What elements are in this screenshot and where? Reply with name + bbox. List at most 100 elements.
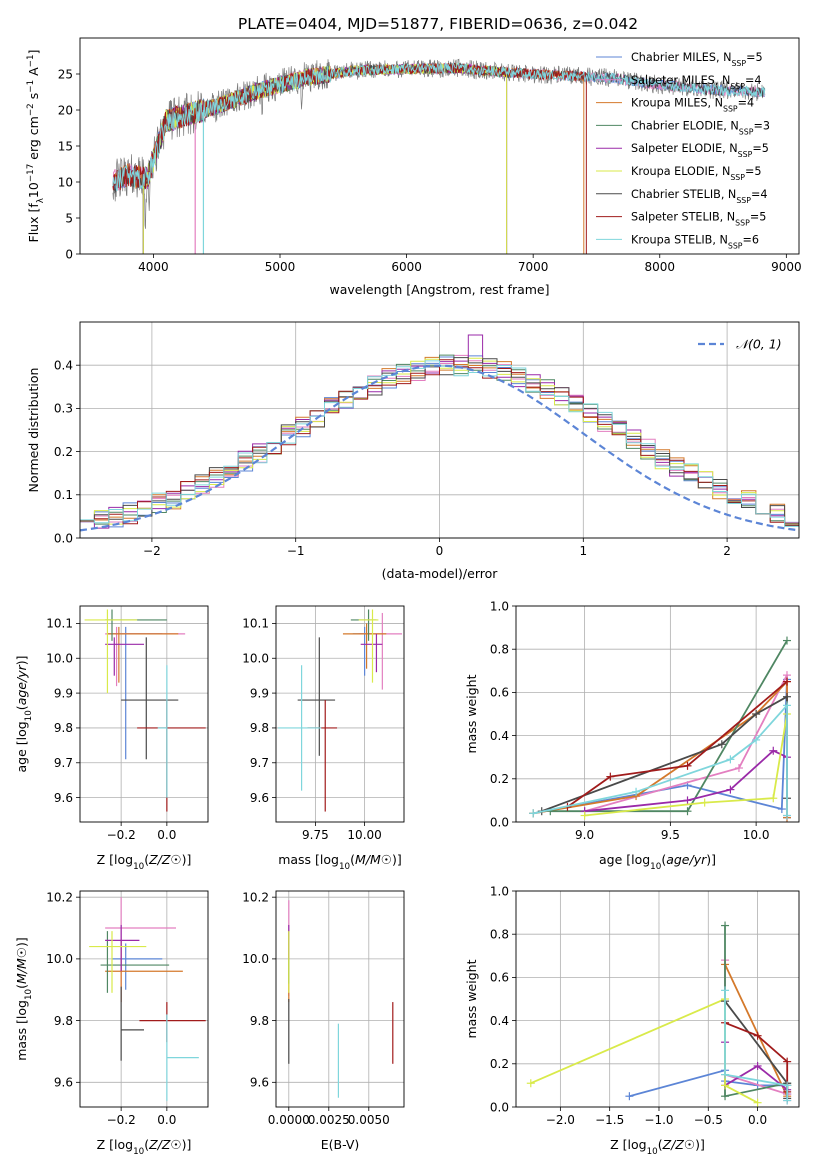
axes-spectrum: 4000 5000 6000 7000 8000 9000 0 5 10 15 20 25 Chabri… bbox=[26, 37, 802, 297]
histogram-7 bbox=[80, 359, 799, 527]
axes-residuals: −2 −1 0 1 2 0.0 0.1 0.2 0.3 0.4 𝒩(0, 1) (data-model… bbox=[26, 321, 800, 581]
y-tick-label: 0.2 bbox=[54, 445, 73, 459]
y-tick-label: 9.6 bbox=[250, 1076, 269, 1090]
axis-label: age [log10(age/yr)] bbox=[14, 655, 34, 772]
axes-mass_vs_Z: −0.2 0.0 9.6 9.8 10.0 10.2 Z [log10(Z/Z☉)] mass… bbox=[14, 890, 209, 1157]
legend-label-3: Chabrier ELODIE, NSSP=3 bbox=[631, 119, 770, 136]
errorbar-4 bbox=[105, 924, 140, 972]
y-tick-label: 10.0 bbox=[242, 952, 269, 966]
legend-label-2: Kroupa MILES, NSSP=4 bbox=[631, 97, 754, 114]
axes-border bbox=[275, 890, 405, 1108]
y-tick-label: 9.8 bbox=[250, 721, 269, 735]
x-tick-label: 0.0 bbox=[157, 1113, 176, 1127]
plot-area-mass_vs_Z bbox=[89, 897, 206, 1101]
errorbar-6 bbox=[121, 637, 179, 760]
x-tick-label: 6000 bbox=[391, 260, 422, 274]
x-tick-label: −0.2 bbox=[107, 1113, 136, 1127]
errorbar-5 bbox=[84, 609, 138, 694]
y-tick-label: 0.8 bbox=[490, 643, 509, 657]
axes-border bbox=[275, 605, 405, 823]
plot-area-spectrum bbox=[112, 58, 766, 254]
x-axis-label: (data-model)/error bbox=[382, 566, 499, 581]
x-tick-label: 0.0025 bbox=[308, 1113, 350, 1127]
errorbar-8 bbox=[157, 665, 168, 798]
y-tick-label: 10.0 bbox=[46, 652, 73, 666]
axes-border bbox=[515, 890, 800, 1108]
y-tick-label: 0.2 bbox=[490, 1057, 509, 1071]
model-spectrum-8 bbox=[112, 61, 766, 191]
axes-border bbox=[79, 890, 209, 1108]
weight-series-6 bbox=[721, 997, 792, 1103]
x-axis-label: wavelength [Angstrom, rest frame] bbox=[329, 282, 549, 297]
plot-area-age_vs_Z bbox=[84, 609, 206, 812]
legend-label-7: Salpeter STELIB, NSSP=5 bbox=[631, 211, 766, 228]
weight-series-5 bbox=[580, 710, 791, 820]
axes-border bbox=[79, 37, 800, 255]
x-tick-label: 10.0 bbox=[743, 828, 770, 842]
y-tick-label: 9.9 bbox=[250, 686, 269, 700]
errorbar-2 bbox=[342, 623, 387, 669]
plot-area-weight_vs_age bbox=[529, 636, 791, 822]
y-axis-label: Normed distribution bbox=[26, 368, 41, 493]
y-tick-label: 0.0 bbox=[490, 815, 509, 829]
y-tick-label: 10.0 bbox=[46, 952, 73, 966]
plot-area-mass_vs_ebv bbox=[288, 900, 394, 1098]
x-tick-label: −1.5 bbox=[595, 1113, 624, 1127]
x-tick-label: 8000 bbox=[644, 260, 675, 274]
errorbar-8 bbox=[166, 1014, 199, 1101]
y-tick-label: 20 bbox=[58, 103, 73, 117]
axis-label: age [log10(age/yr)] bbox=[599, 852, 716, 872]
legend-label-6: Chabrier STELIB, NSSP=4 bbox=[631, 188, 767, 205]
weight-line bbox=[724, 1021, 789, 1092]
y-tick-label: 0.6 bbox=[490, 686, 509, 700]
errorbar-6 bbox=[120, 986, 144, 1061]
errorbar-7 bbox=[307, 700, 338, 812]
axes-border bbox=[515, 605, 800, 823]
x-tick-label: 10.00 bbox=[347, 828, 381, 842]
errorbar-1 bbox=[105, 626, 186, 687]
errorbar-7 bbox=[139, 1002, 206, 1043]
y-axis-label: mass weight bbox=[464, 674, 479, 753]
y-tick-label: 10.0 bbox=[242, 652, 269, 666]
x-tick-label: −0.5 bbox=[694, 1113, 723, 1127]
y-tick-label: 9.8 bbox=[54, 1014, 73, 1028]
errorbar-8 bbox=[277, 665, 322, 791]
y-tick-label: 15 bbox=[58, 139, 73, 153]
legend-label-normal: 𝒩(0, 1) bbox=[736, 337, 782, 352]
plot-area-weight_vs_Z bbox=[526, 921, 792, 1107]
x-tick-label: 0.0 bbox=[748, 1113, 767, 1127]
x-tick-label: 4000 bbox=[138, 260, 169, 274]
legend-label-5: Kroupa ELODIE, NSSP=5 bbox=[631, 165, 761, 182]
weight-line bbox=[530, 997, 759, 1104]
y-tick-label: 10.2 bbox=[46, 890, 73, 904]
y-tick-label: 0 bbox=[65, 247, 73, 261]
axes-age_vs_mass: 9.75 10.00 9.6 9.7 9.8 9.9 10.0 10.1 mass [log10… bbox=[242, 605, 405, 872]
y-tick-label: 9.7 bbox=[250, 756, 269, 770]
y-tick-label: 0.6 bbox=[490, 971, 509, 985]
x-tick-label: 1 bbox=[579, 544, 587, 558]
y-tick-label: 0.4 bbox=[490, 729, 509, 743]
histogram-8 bbox=[80, 360, 799, 527]
plot-area-residuals bbox=[80, 334, 799, 532]
x-tick-label: −1.0 bbox=[644, 1113, 673, 1127]
weight-line bbox=[566, 680, 788, 808]
axes-weight_vs_age: 9.0 9.5 10.0 0.0 0.2 0.4 0.6 0.8 1.0 mass weight a… bbox=[464, 599, 800, 872]
y-tick-label: 25 bbox=[58, 67, 73, 81]
y-tick-label: 9.8 bbox=[54, 721, 73, 735]
x-tick-label: −2.0 bbox=[546, 1113, 575, 1127]
x-tick-label: 9000 bbox=[771, 260, 802, 274]
axes-border bbox=[79, 321, 800, 539]
x-tick-label: 9.75 bbox=[302, 828, 329, 842]
y-tick-label: 10 bbox=[58, 175, 73, 189]
normal-curve bbox=[80, 364, 799, 532]
weight-line bbox=[584, 713, 788, 817]
errorbar-4 bbox=[360, 633, 383, 673]
errorbar-5 bbox=[358, 609, 379, 683]
figure-title: PLATE=0404, MJD=51877, FIBERID=0636, z=0… bbox=[238, 15, 638, 33]
y-tick-label: 0.4 bbox=[54, 359, 73, 373]
axis-label: Z [log10(Z/Z☉)] bbox=[610, 1137, 705, 1157]
legend-label-1: Salpeter MILES, NSSP=4 bbox=[631, 74, 761, 91]
x-tick-label: 9.5 bbox=[661, 828, 680, 842]
